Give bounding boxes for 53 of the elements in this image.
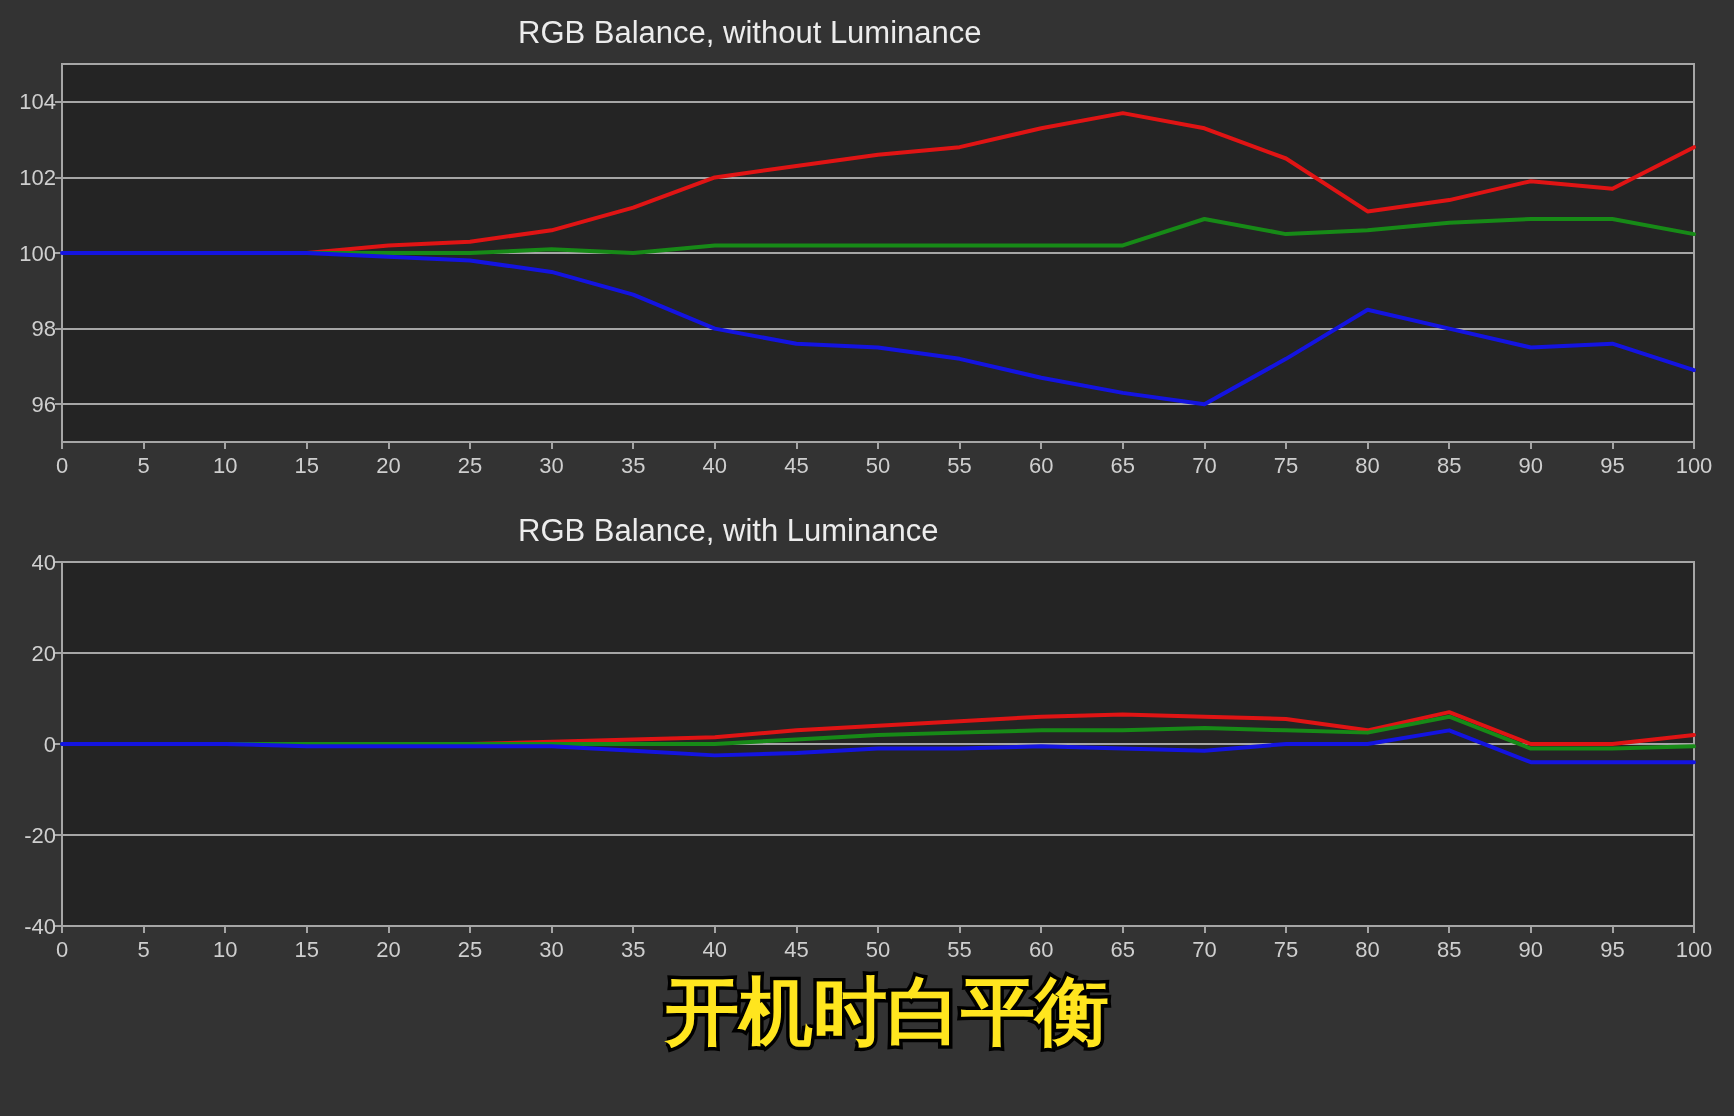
- x-tick-label: 50: [865, 936, 891, 962]
- x-tick-label: 10: [212, 452, 238, 478]
- y-tick-label: 0: [43, 731, 56, 757]
- chart-title: RGB Balance, with Luminance: [518, 513, 939, 548]
- x-tick-label: 30: [539, 452, 564, 478]
- x-tick-label: 10: [212, 936, 238, 962]
- x-tick-label: 20: [376, 936, 401, 962]
- x-tick-label: 15: [294, 936, 320, 962]
- x-tick-label: 35: [620, 936, 646, 962]
- x-tick-label: 60: [1028, 936, 1054, 962]
- x-tick-label: 20: [376, 452, 401, 478]
- x-tick-label: 40: [702, 936, 728, 962]
- chart-title: RGB Balance, without Luminance: [518, 15, 982, 50]
- y-tick-label: -40: [24, 913, 56, 939]
- x-tick-label: 50: [865, 452, 891, 478]
- y-tick-label: 102: [19, 164, 56, 190]
- x-tick-label: 65: [1110, 452, 1136, 478]
- x-tick-label: 90: [1518, 936, 1544, 962]
- x-tick-label: 100: [1675, 452, 1713, 478]
- x-tick-label: 55: [947, 452, 972, 478]
- x-tick-label: 30: [539, 936, 564, 962]
- y-tick-label: 104: [19, 89, 56, 115]
- x-tick-label: 95: [1600, 452, 1625, 478]
- x-tick-label: 75: [1273, 452, 1299, 478]
- x-tick-label: 5: [137, 452, 150, 478]
- x-tick-label: 70: [1192, 936, 1217, 962]
- y-tick-label: 100: [19, 240, 56, 266]
- x-tick-label: 85: [1436, 452, 1462, 478]
- x-tick-label: 40: [702, 452, 728, 478]
- x-tick-label: 60: [1028, 452, 1054, 478]
- x-tick-label: 80: [1355, 452, 1380, 478]
- x-tick-label: 95: [1600, 936, 1625, 962]
- x-tick-label: 100: [1675, 936, 1713, 962]
- y-tick-label: -20: [24, 822, 56, 848]
- x-tick-label: 15: [294, 452, 320, 478]
- x-tick-label: 70: [1192, 452, 1217, 478]
- y-tick-label: 20: [31, 640, 56, 666]
- y-tick-label: 40: [31, 549, 56, 575]
- x-tick-label: 5: [137, 936, 150, 962]
- y-tick-label: 98: [31, 316, 56, 342]
- x-tick-label: 25: [457, 936, 483, 962]
- x-tick-label: 55: [947, 936, 972, 962]
- x-tick-label: 45: [784, 936, 809, 962]
- text: 开机时白平衡: [664, 968, 1109, 1054]
- x-tick-label: 75: [1273, 936, 1299, 962]
- x-tick-label: 35: [620, 452, 646, 478]
- x-tick-label: 25: [457, 452, 483, 478]
- x-tick-label: 65: [1110, 936, 1136, 962]
- y-tick-label: 96: [31, 391, 56, 417]
- x-tick-label: 45: [784, 452, 809, 478]
- x-tick-label: 90: [1518, 452, 1544, 478]
- x-tick-label: 80: [1355, 936, 1380, 962]
- x-tick-label: 85: [1436, 936, 1462, 962]
